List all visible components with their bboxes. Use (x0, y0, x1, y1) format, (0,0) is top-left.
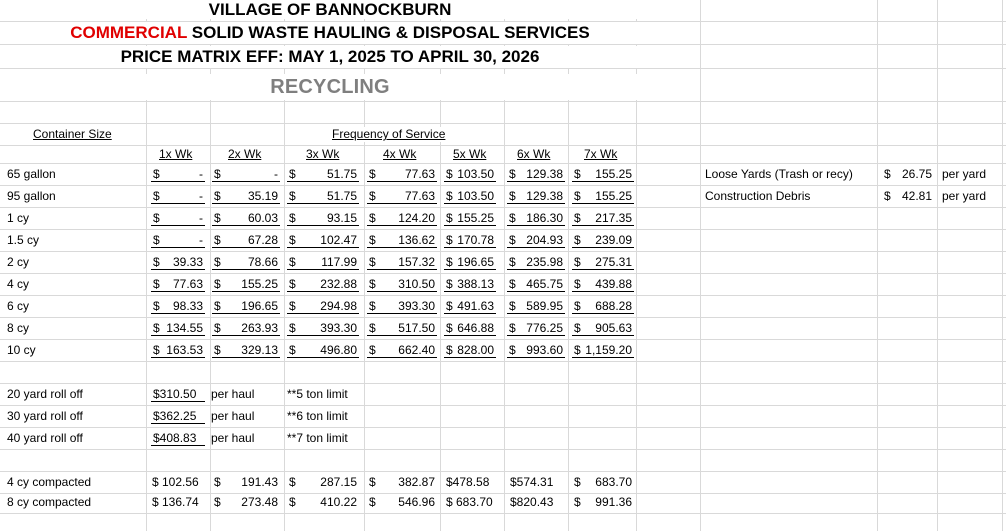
freq-3x: 3x Wk (305, 147, 341, 162)
freq-5x: 5x Wk (452, 147, 488, 162)
container-size-header: Container Size (32, 127, 113, 142)
row-label: 95 gallon (6, 189, 57, 204)
rolloff-unit: per haul (211, 409, 255, 423)
extra-unit: per yard (942, 189, 987, 203)
rolloff-label: 40 yard roll off (6, 431, 84, 446)
title-village: VILLAGE OF BANNOCKBURN (0, 0, 660, 19)
extra-unit: per yard (942, 167, 987, 181)
compacted-price: $574.31 (510, 475, 554, 489)
extra-label: Loose Yards (Trash or recy) (705, 167, 853, 181)
extra-label: Construction Debris (705, 189, 811, 203)
frequency-header: Frequency of Service (331, 127, 447, 142)
row-label: 1 cy (6, 211, 31, 226)
title-service: COMMERCIAL SOLID WASTE HAULING & DISPOSA… (0, 22, 660, 44)
rolloff-unit: per haul (211, 431, 255, 445)
rolloff-unit: per haul (211, 387, 255, 401)
freq-1x: 1x Wk (158, 147, 194, 162)
rolloff-limit: **7 ton limit (287, 431, 348, 445)
freq-2x: 2x Wk (227, 147, 263, 162)
row-label: 10 cy (6, 343, 37, 358)
compacted-label: 4 cy compacted (6, 475, 93, 490)
compacted-price: $820.43 (510, 495, 554, 509)
title-commercial: COMMERCIAL (70, 23, 188, 42)
freq-7x: 7x Wk (583, 147, 619, 162)
rolloff-limit: **6 ton limit (287, 409, 348, 423)
compacted-price: $478.58 (446, 475, 490, 489)
rolloff-limit: **5 ton limit (287, 387, 348, 401)
freq-6x: 6x Wk (516, 147, 552, 162)
compacted-label: 8 cy compacted (6, 495, 93, 510)
compacted-price: $ 683.70 (446, 495, 493, 509)
row-label: 4 cy (6, 277, 31, 292)
title-service-rest: SOLID WASTE HAULING & DISPOSAL SERVICES (187, 23, 590, 42)
title-recycling: RECYCLING (0, 74, 660, 100)
compacted-price: $ 102.56 (152, 475, 199, 489)
rolloff-label: 20 yard roll off (6, 387, 84, 402)
rolloff-label: 30 yard roll off (6, 409, 84, 424)
row-label: 2 cy (6, 255, 31, 270)
title-price-matrix: PRICE MATRIX EFF: MAY 1, 2025 TO APRIL 3… (0, 46, 660, 68)
row-label: 1.5 cy (6, 233, 41, 248)
row-label: 8 cy (6, 321, 31, 336)
row-label: 65 gallon (6, 167, 57, 182)
row-label: 6 cy (6, 299, 31, 314)
freq-4x: 4x Wk (382, 147, 418, 162)
compacted-price: $ 136.74 (152, 495, 199, 509)
